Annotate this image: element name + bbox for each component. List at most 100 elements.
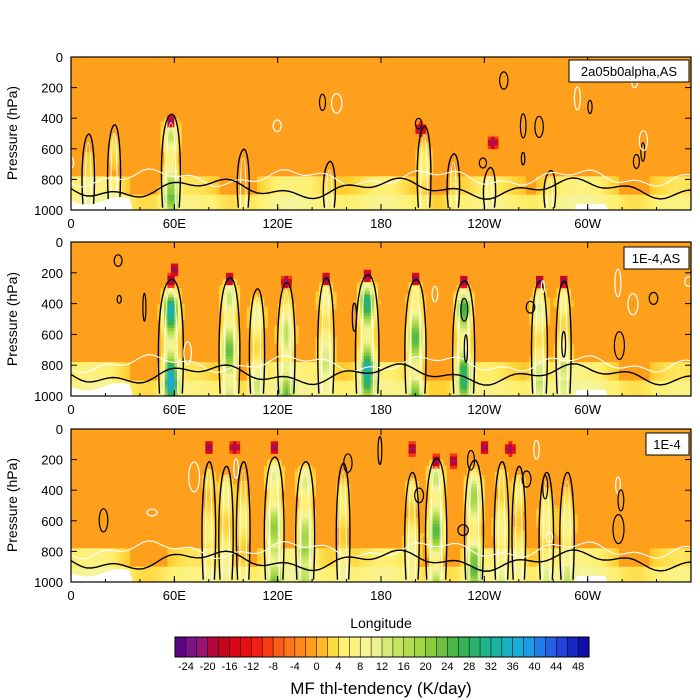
heatmap-cell xyxy=(422,343,427,348)
heatmap-cell xyxy=(422,368,427,372)
heatmap-cell xyxy=(498,389,502,394)
heatmap-cell xyxy=(170,194,175,199)
heatmap-cell xyxy=(556,319,561,323)
heatmap-cell xyxy=(91,179,96,183)
heatmap-cell xyxy=(329,337,334,341)
heatmap-cell xyxy=(418,309,423,314)
heatmap-cell xyxy=(112,136,117,141)
heatmap-cell xyxy=(653,179,657,183)
heatmap-cell xyxy=(112,185,117,189)
heatmap-cell xyxy=(332,300,337,304)
heatmap-cell xyxy=(539,337,544,341)
heatmap-cell xyxy=(312,371,316,375)
heatmap-cell xyxy=(329,392,334,396)
heatmap-cell xyxy=(170,343,175,348)
heatmap-cell xyxy=(374,325,378,329)
heatmap-cell xyxy=(456,371,461,375)
heatmap-cell xyxy=(639,200,644,205)
heatmap-cell xyxy=(374,182,378,186)
heatmap-cell xyxy=(139,383,144,388)
heatmap-cell xyxy=(284,203,289,208)
heatmap-cell xyxy=(253,197,258,202)
heatmap-cell xyxy=(398,377,403,381)
heatmap-cell xyxy=(367,191,372,196)
heatmap-cell xyxy=(398,365,403,369)
heatmap-cell xyxy=(215,191,220,196)
heatmap-cell xyxy=(281,197,285,202)
heatmap-cell xyxy=(494,362,499,366)
heatmap-cell xyxy=(374,185,378,189)
heatmap-cell xyxy=(174,365,179,369)
heatmap-cell xyxy=(322,197,327,202)
heatmap-cell xyxy=(560,288,564,292)
heatmap-cell xyxy=(394,377,399,381)
heatmap-cell xyxy=(253,343,258,348)
heatmap-cell xyxy=(157,188,161,193)
heatmap-cell xyxy=(456,349,461,354)
heatmap-cell xyxy=(153,200,158,205)
heatmap-cell xyxy=(170,389,175,394)
heatmap-cell xyxy=(608,200,613,205)
heatmap-cell xyxy=(229,291,234,295)
heatmap-cell xyxy=(284,325,289,329)
heatmap-cell xyxy=(549,377,554,381)
heatmap-cell xyxy=(536,365,540,369)
heatmap-cell xyxy=(325,362,330,366)
heatmap-cell xyxy=(653,194,657,199)
heatmap-cell xyxy=(539,300,544,304)
heatmap-cell xyxy=(267,182,272,186)
heatmap-cell xyxy=(312,362,316,366)
heatmap-cell xyxy=(315,383,320,388)
heatmap-cell xyxy=(384,368,389,372)
heatmap-cell xyxy=(673,200,678,205)
heatmap-cell xyxy=(398,188,403,193)
heatmap-cell xyxy=(529,297,533,301)
heatmap-cell xyxy=(391,371,396,375)
heatmap-cell xyxy=(284,331,289,335)
heatmap-cell xyxy=(322,337,327,341)
heatmap-cell xyxy=(346,386,351,391)
heatmap-cell xyxy=(511,185,516,189)
heatmap-cell xyxy=(546,365,551,369)
heatmap-cell xyxy=(208,374,213,378)
heatmap-cell xyxy=(284,197,289,202)
heatmap-cell xyxy=(229,197,234,202)
heatmap-cell xyxy=(305,182,310,186)
heatmap-cell xyxy=(102,371,106,375)
heatmap-cell xyxy=(263,197,268,202)
heatmap-cell xyxy=(505,191,509,196)
heatmap-cell xyxy=(288,380,292,385)
heatmap-cell xyxy=(229,346,234,351)
heatmap-cell xyxy=(88,365,93,369)
heatmap-cell xyxy=(315,206,320,210)
heatmap-cell xyxy=(443,197,447,202)
heatmap-cell xyxy=(356,206,361,210)
heatmap-cell xyxy=(470,392,475,396)
heatmap-cell xyxy=(160,392,165,396)
heatmap-cell xyxy=(532,386,537,391)
heatmap-cell xyxy=(518,188,523,193)
heatmap-cell xyxy=(363,328,368,332)
heatmap-cell xyxy=(532,331,537,335)
heatmap-cell xyxy=(263,319,268,323)
heatmap-cell xyxy=(105,368,110,372)
heatmap-cell xyxy=(322,368,327,372)
heatmap-cell xyxy=(491,368,496,372)
heatmap-cell xyxy=(370,191,375,196)
heatmap-cell xyxy=(360,288,365,292)
heatmap-cell xyxy=(453,349,458,354)
heatmap-cell xyxy=(122,371,127,375)
heatmap-cell xyxy=(95,380,99,385)
heatmap-cell xyxy=(301,377,306,381)
heatmap-cell xyxy=(549,380,554,385)
heatmap-cell xyxy=(81,161,86,165)
heatmap-cell xyxy=(663,203,668,208)
heatmap-cell xyxy=(560,182,564,186)
heatmap-cell xyxy=(77,194,82,199)
heatmap-cell xyxy=(422,182,427,186)
heatmap-cell xyxy=(143,386,148,391)
heatmap-cell xyxy=(188,380,192,385)
heatmap-cell xyxy=(167,176,172,180)
heatmap-cell xyxy=(246,389,251,394)
heatmap-cell xyxy=(360,365,365,369)
